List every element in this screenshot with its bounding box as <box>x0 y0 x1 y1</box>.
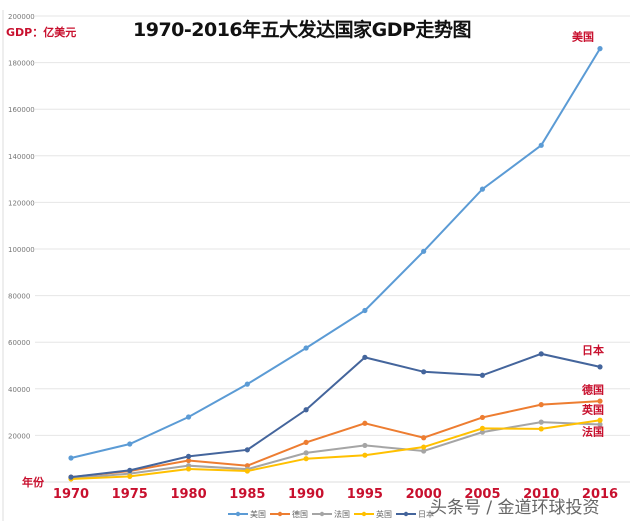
series-line-德国 <box>70 400 601 479</box>
series-line-美国 <box>70 48 601 459</box>
data-point <box>538 402 544 408</box>
legend-marker <box>319 511 325 517</box>
data-point <box>362 452 368 458</box>
data-point <box>421 369 427 375</box>
x-tick-label: 2000 <box>406 487 442 502</box>
y-tick-label: 120000 <box>8 199 35 207</box>
data-point <box>303 345 309 351</box>
legend-marker <box>235 511 241 517</box>
data-point <box>479 414 486 421</box>
legend-label: 美国 <box>250 509 266 519</box>
data-point <box>421 435 427 441</box>
series-end-label: 美国 <box>572 30 594 44</box>
data-point <box>597 398 603 404</box>
data-point <box>68 455 74 461</box>
data-point <box>421 444 427 450</box>
data-point <box>538 142 544 148</box>
legend-marker <box>403 511 409 517</box>
data-point <box>479 372 486 378</box>
data-point <box>244 468 250 474</box>
series-end-label: 日本 <box>582 343 604 357</box>
data-point <box>127 473 133 480</box>
series-line-英国 <box>70 419 601 480</box>
series-end-label: 德国 <box>581 382 604 396</box>
x-tick-label: 2016 <box>582 487 618 502</box>
data-point <box>597 364 603 370</box>
y-axis-unit-label: GDP：亿美元 <box>6 26 77 39</box>
data-point <box>362 354 368 360</box>
data-point <box>303 439 309 445</box>
data-point <box>597 421 603 428</box>
x-tick-label: 1975 <box>112 487 148 502</box>
data-point <box>303 450 309 456</box>
series-end-label: 法国 <box>582 424 604 438</box>
data-point <box>421 448 427 454</box>
data-point <box>538 351 544 357</box>
data-point <box>244 381 250 387</box>
series-line-日本 <box>70 352 601 479</box>
series-end-label: 英国 <box>581 402 604 416</box>
legend-marker <box>361 511 367 517</box>
data-point <box>127 441 133 447</box>
y-tick-label: 100000 <box>8 246 35 254</box>
data-point <box>244 447 250 453</box>
y-tick-label: 60000 <box>8 339 30 347</box>
x-axis-label: 年份 <box>22 475 45 489</box>
x-tick-label: 1995 <box>347 487 383 502</box>
data-point <box>303 456 309 462</box>
data-point <box>362 442 368 449</box>
x-tick-label: 1970 <box>53 487 89 502</box>
data-point <box>597 46 603 52</box>
x-tick-label: 1980 <box>170 487 206 502</box>
watermark: 头条号 / 金道环球投资 <box>430 498 600 518</box>
y-tick-label: 180000 <box>8 60 35 68</box>
y-tick-label: 140000 <box>8 153 35 161</box>
x-tick-label: 2010 <box>523 487 559 502</box>
y-tick-label: 20000 <box>8 432 30 440</box>
data-point <box>479 429 486 435</box>
chart-title: 1970-2016年五大发达国家GDP走势图 <box>133 19 471 41</box>
x-tick-label: 2005 <box>464 487 500 502</box>
data-point <box>479 425 486 432</box>
legend-label: 德国 <box>292 509 308 519</box>
legend-label: 日本 <box>418 509 434 519</box>
data-point <box>185 453 192 459</box>
y-tick-label: 80000 <box>8 293 30 301</box>
data-point <box>538 419 544 425</box>
data-point <box>127 467 133 473</box>
y-tick-label: 200000 <box>8 13 35 21</box>
data-point <box>538 426 544 432</box>
series-line-法国 <box>70 421 601 480</box>
y-tick-label: 160000 <box>8 106 35 114</box>
data-point <box>185 466 192 472</box>
data-point <box>68 474 74 480</box>
data-point <box>185 457 192 464</box>
data-point <box>479 186 486 192</box>
data-point <box>362 420 368 426</box>
data-point <box>303 407 309 413</box>
data-point <box>597 417 603 423</box>
x-tick-label: 1985 <box>229 487 265 502</box>
data-point <box>421 248 427 254</box>
data-point <box>185 414 192 420</box>
legend-marker <box>277 511 283 517</box>
x-tick-label: 1990 <box>288 487 324 502</box>
y-tick-label: 40000 <box>8 386 30 394</box>
legend-label: 英国 <box>376 509 392 519</box>
data-point <box>362 307 368 314</box>
legend-label: 法国 <box>334 509 350 519</box>
